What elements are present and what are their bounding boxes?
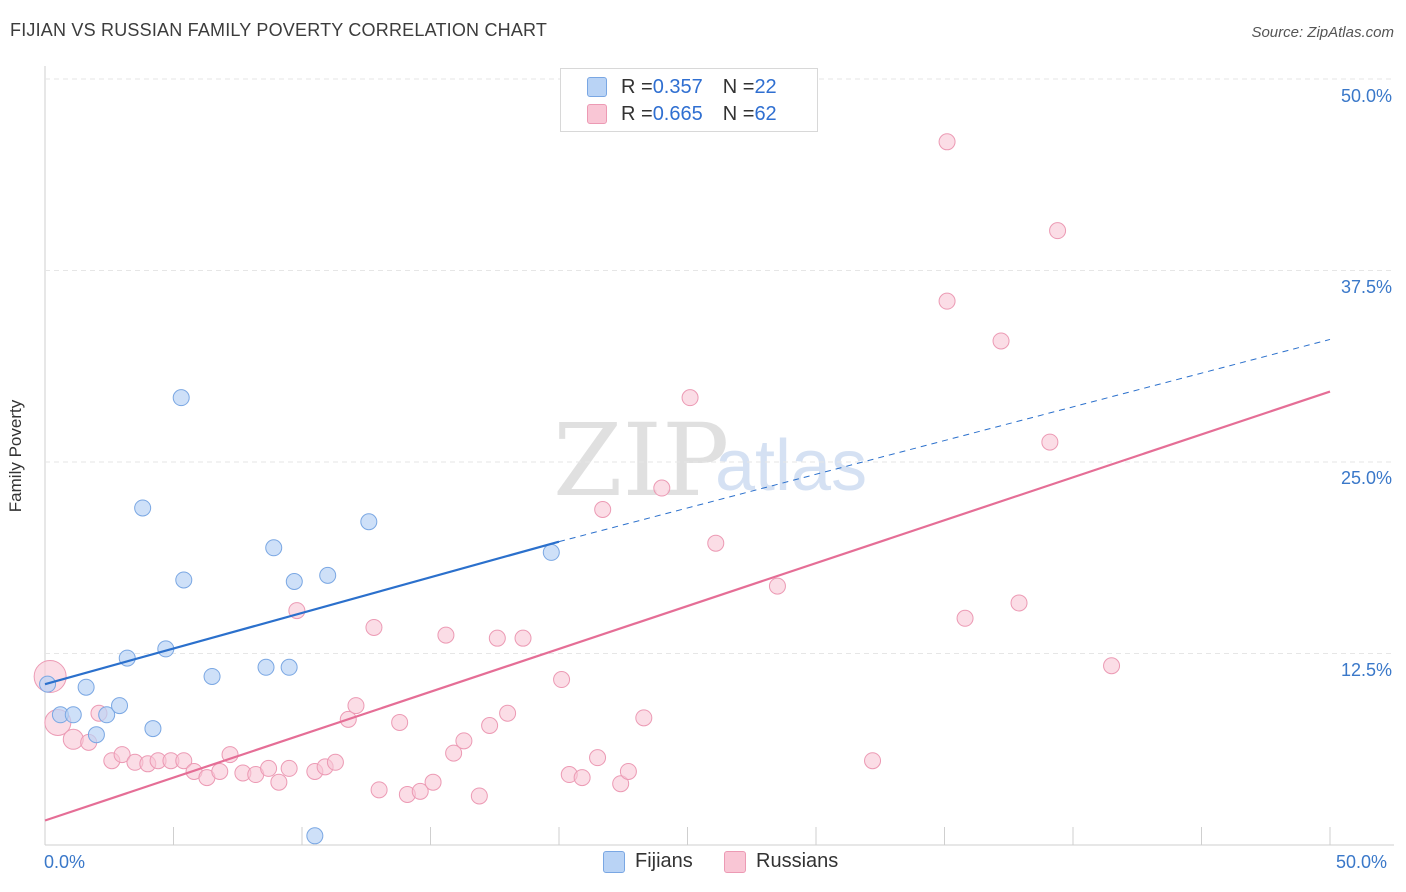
bottom-legend-russians[interactable]: Russians [724,850,838,873]
point-russians-19 [270,773,288,791]
point-russians-52 [768,577,786,595]
point-russians-53 [864,752,882,770]
point-russians-11 [175,752,193,770]
point-russians-56 [956,609,974,627]
point-russians-24 [326,753,344,771]
point-russians-6 [113,746,131,764]
point-fijians-15 [265,539,283,557]
point-russians-44 [589,749,607,767]
point-russians-60 [1049,222,1067,240]
russians-swatch-icon [587,104,607,124]
bottom-legend-label-russians: Russians [756,850,839,872]
y-tick-label-25: 25.0% [1340,468,1392,488]
legend-r-value-russians: 0.665 [652,102,703,125]
point-fijians-18 [306,827,324,845]
point-russians-54 [938,133,956,151]
point-russians-50 [681,389,699,407]
stats-legend: R = 0.357 N = 22 R = 0.665 N = 62 [560,68,818,132]
point-fijians-5 [98,706,116,724]
point-fijians-6 [111,697,129,715]
trendline-fijians-extension [558,338,1331,543]
chart-title: FIJIAN VS RUSSIAN FAMILY POVERTY CORRELA… [10,20,548,40]
point-russians-18 [260,759,278,777]
point-russians-37 [481,717,499,735]
point-russians-47 [619,762,637,780]
bottom-legend-label-fijians: Fijians [635,850,693,872]
trendline-fijians [44,540,560,686]
x-tick-label-max: 50.0% [1336,852,1388,872]
y-tick-label-37-5: 37.5% [1340,277,1392,297]
point-fijians-16 [280,658,298,676]
y-tick-label-50: 50.0% [1340,86,1392,106]
point-russians-61 [1103,657,1121,675]
legend-n-value-russians: 62 [754,102,777,125]
point-russians-33 [437,626,455,644]
point-fijians-2 [64,706,82,724]
point-russians-39 [499,704,517,722]
point-fijians-9 [144,720,162,738]
point-fijians-17 [285,572,303,590]
point-fijians-11 [172,389,190,407]
point-russians-31 [411,782,429,800]
point-fijians-8 [134,499,152,517]
russians-legend-icon [724,850,746,873]
watermark-zip: ZIP [553,402,730,519]
point-russians-57 [992,332,1010,350]
point-russians-2 [62,728,84,750]
point-russians-29 [391,713,409,731]
point-russians-48 [635,709,653,727]
point-fijians-13 [203,667,221,685]
point-fijians-3 [77,678,95,696]
point-fijians-19 [319,566,337,584]
point-russians-41 [553,671,571,689]
legend-r-label-fijians: R = [621,75,653,98]
point-russians-34 [445,744,463,762]
point-russians-35 [455,732,473,750]
point-russians-46 [612,775,630,793]
point-russians-20 [280,759,298,777]
point-russians-32 [424,773,442,791]
watermark-atlas: atlas [715,426,868,506]
point-fijians-4 [87,726,105,744]
legend-n-value-fijians: 22 [754,75,777,98]
point-russians-58 [1010,594,1028,612]
trendline-russians [44,390,1331,822]
legend-r-value-fijians: 0.357 [652,75,703,98]
point-russians-27 [365,618,383,636]
legend-row-russians: R = 0.665 N = 62 [587,102,777,126]
x-tick-label-min: 0.0% [44,852,86,872]
source-label: Source: ZipAtlas.com [1251,24,1394,41]
point-russians-15 [221,746,239,764]
legend-n-label-fijians: N = [722,75,755,98]
point-russians-36 [470,787,488,805]
y-tick-label-12-5: 12.5% [1340,660,1392,680]
legend-r-label-russians: R = [621,102,653,125]
point-russians-49 [653,479,671,497]
point-fijians-21 [542,543,560,561]
point-russians-28 [370,781,388,799]
point-fijians-12 [175,571,193,589]
point-russians-26 [347,697,365,715]
point-russians-43 [573,769,591,787]
point-russians-55 [938,292,956,310]
legend-n-label-russians: N = [722,102,755,125]
point-russians-40 [514,629,532,647]
point-russians-14 [211,762,229,780]
point-russians-59 [1041,433,1059,451]
fijians-swatch-icon [587,77,607,97]
point-fijians-20 [360,513,378,531]
point-russians-38 [488,629,506,647]
fijians-legend-icon [603,850,625,873]
point-fijians-14 [257,658,275,676]
point-russians-45 [594,500,612,518]
legend-row-fijians: R = 0.357 N = 22 [587,75,777,99]
point-russians-51 [707,534,725,552]
bottom-legend-fijians[interactable]: Fijians [603,850,693,873]
